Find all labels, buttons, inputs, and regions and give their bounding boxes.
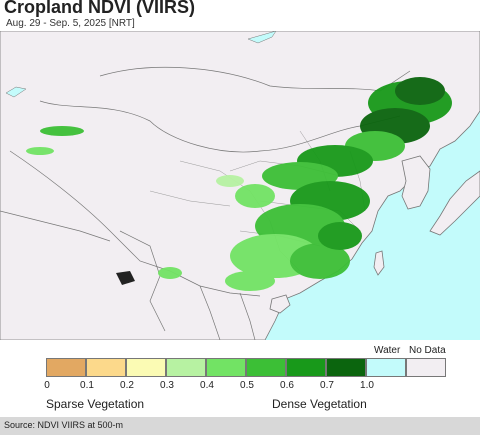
lake-balkhash xyxy=(5,86,27,98)
source-credit: Source: NDVI VIIRS at 500-m xyxy=(4,420,124,430)
legend-tick: 0.3 xyxy=(160,380,174,391)
legend-swatch-nodata xyxy=(406,358,446,377)
legend-tick: 0 xyxy=(44,380,50,391)
map-date-range: Aug. 29 - Sep. 5, 2025 [NRT] xyxy=(6,18,135,29)
legend-swatch xyxy=(86,358,126,377)
legend-swatch xyxy=(326,358,366,377)
legend-swatch xyxy=(286,358,326,377)
legend-color-bar xyxy=(46,358,446,377)
legend-tick: 0.4 xyxy=(200,380,214,391)
japan-islands xyxy=(429,170,480,236)
legend-swatch xyxy=(206,358,246,377)
legend-tick: 0.6 xyxy=(280,380,294,391)
map-title: Cropland NDVI (VIIRS) xyxy=(4,0,196,17)
legend-nodata-label: No Data xyxy=(409,345,446,356)
footer-bar: Source: NDVI VIIRS at 500-m xyxy=(0,417,480,435)
korean-peninsula xyxy=(401,155,431,210)
ndvi-map xyxy=(0,31,480,340)
legend-tick: 1.0 xyxy=(360,380,374,391)
bangladesh-dark xyxy=(116,271,135,285)
hainan-island xyxy=(269,294,291,314)
legend-tick: 0.7 xyxy=(320,380,334,391)
cropland-vegetation xyxy=(26,77,452,291)
legend-swatch xyxy=(166,358,206,377)
taiwan-island xyxy=(373,250,385,276)
legend-sparse-label: Sparse Vegetation xyxy=(46,397,145,411)
legend-dense-label: Dense Vegetation xyxy=(272,397,367,411)
legend-tick: 0.5 xyxy=(240,380,254,391)
legend-water-label: Water xyxy=(374,345,401,356)
legend-tick: 0.2 xyxy=(120,380,134,391)
legend-swatch xyxy=(46,358,86,377)
legend-swatch xyxy=(246,358,286,377)
legend-swatch-water xyxy=(366,358,406,377)
legend-tick: 0.1 xyxy=(80,380,94,391)
lake-baikal xyxy=(247,31,277,44)
legend-swatch xyxy=(126,358,166,377)
